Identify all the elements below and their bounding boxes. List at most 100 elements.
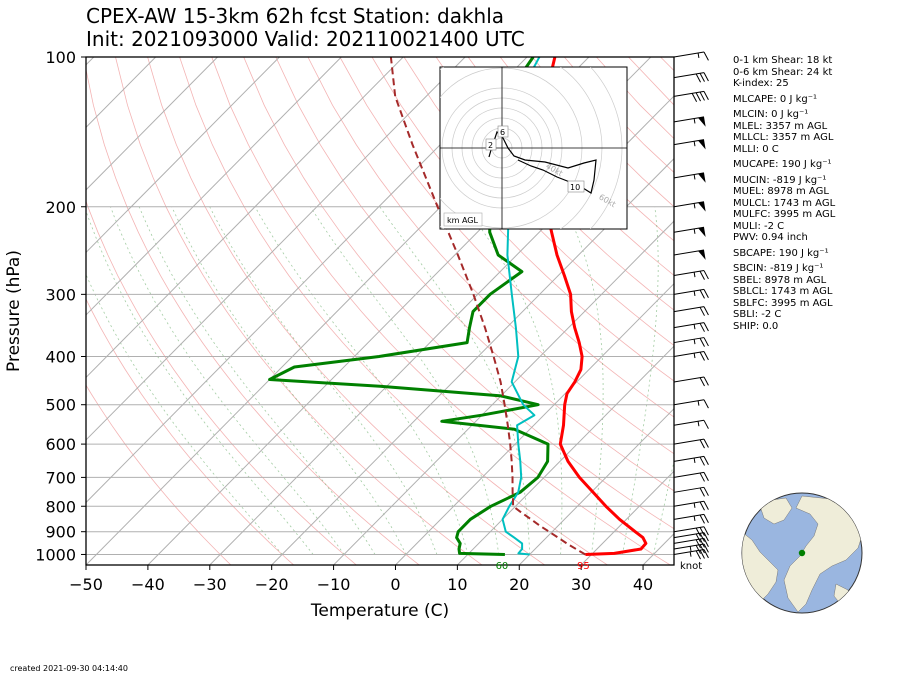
- parcel-trace: [389, 57, 586, 556]
- created-timestamp: created 2021-09-30 04:14:40: [10, 664, 128, 673]
- y-tick-label: 900: [45, 523, 76, 542]
- wind-barb: [673, 486, 709, 497]
- wind-barb-feather: [703, 549, 709, 559]
- wind-barb: [673, 90, 709, 102]
- wind-barb-staff: [673, 322, 705, 329]
- sounding-index: K-index: 25: [733, 78, 789, 89]
- sounding-index: 0-1 km Shear: 18 kt: [733, 55, 833, 66]
- wind-barb-flag: [698, 172, 706, 183]
- wind-barb-feather: [695, 539, 701, 549]
- wind-barb-feather: [703, 289, 709, 298]
- wind-barb-staff: [673, 51, 705, 58]
- y-tick-label: 300: [45, 285, 76, 304]
- wind-barb-feather: [703, 399, 709, 409]
- wind-barb-feather: [699, 549, 705, 559]
- wind-barb-staff: [673, 486, 705, 493]
- surface-temperature-label: 95: [577, 561, 590, 572]
- isotherm: [271, 157, 674, 565]
- wind-barb-staff: [673, 399, 705, 406]
- location-globe: [741, 492, 863, 614]
- sounding-index: MLEL: 3357 m AGL: [733, 120, 828, 132]
- wind-barb-feather: [699, 487, 705, 497]
- y-tick-label: 100: [45, 48, 76, 67]
- wind-barb-half-feather: [693, 353, 696, 359]
- wind-barb: [673, 172, 706, 183]
- dry-adiabat: [275, 57, 674, 492]
- sounding-index: MLCAPE: 0 J kg⁻¹: [733, 93, 818, 105]
- wind-barb-feather: [703, 91, 709, 101]
- wind-barb: [673, 201, 706, 212]
- wind-barb-feather: [699, 527, 705, 536]
- hodograph-height-box: [497, 125, 509, 138]
- wind-barb-feather: [703, 270, 709, 280]
- isotherm: [457, 345, 674, 565]
- wind-barb-half-feather: [693, 141, 696, 147]
- wind-barb: [673, 399, 709, 409]
- wind-barb-feather: [703, 337, 709, 347]
- sounding-index: MUCAPE: 190 J kg⁻¹: [733, 159, 832, 170]
- wind-barb-half-feather: [693, 290, 696, 297]
- wind-barb: [673, 376, 709, 387]
- moist-adiabat: [138, 206, 376, 555]
- isotherm: [209, 95, 674, 565]
- sounding-indices-panel: 0-1 km Shear: 18 kt 0-6 km Shear: 24 kt K-…: [733, 55, 835, 332]
- y-tick-label: 700: [45, 468, 76, 487]
- isotherm: [333, 220, 674, 565]
- x-tick-label: −50: [69, 575, 103, 594]
- dry-adiabat: [885, 57, 906, 565]
- wind-barb-feather: [699, 289, 705, 299]
- wind-barb-feather: [699, 538, 705, 548]
- hodograph-legend-box: [443, 212, 483, 227]
- sounding-index: SBCAPE: 190 J kg⁻¹: [733, 247, 829, 259]
- wind-barb-staff: [673, 513, 705, 520]
- sounding-index: MLLCL: 3357 m AGL: [733, 132, 834, 143]
- wind-barb-feather: [703, 51, 709, 61]
- x-tick-label: 0: [390, 575, 400, 594]
- x-tick-label: −20: [255, 575, 289, 594]
- wind-barb-feather: [699, 337, 705, 347]
- sounding-index: MULFC: 3995 m AGL: [733, 209, 836, 220]
- wind-barb-feather: [703, 501, 709, 510]
- wind-barb-staff: [673, 249, 705, 256]
- wind-barb: [673, 513, 709, 524]
- wind-barb-half-feather: [693, 515, 696, 522]
- wind-barb-staff: [673, 526, 705, 533]
- wind-barb-half-feather: [697, 400, 700, 406]
- wind-barb-feather: [703, 514, 709, 523]
- wind-barb-feather: [699, 533, 705, 542]
- wind-barb: [673, 72, 709, 83]
- sounding-index: SBLFC: 3995 m AGL: [733, 297, 833, 309]
- wind-barb: [673, 139, 706, 150]
- wind-barb: [673, 337, 709, 347]
- wind-barb-staff: [673, 306, 705, 313]
- isotherm: [86, 57, 218, 191]
- wind-barb-feather: [695, 73, 701, 83]
- wind-barb-half-feather: [697, 421, 700, 427]
- wind-barb-feather: [691, 93, 698, 102]
- wind-barb-staff: [673, 471, 705, 478]
- sounding-index: MLCIN: 0 J kg⁻¹: [733, 109, 809, 120]
- x-tick-label: −30: [193, 575, 227, 594]
- wind-barb-half-feather: [697, 52, 700, 59]
- wind-barb: [673, 249, 706, 260]
- wind-barb-feather: [703, 72, 709, 82]
- dry-adiabat: [179, 57, 608, 565]
- x-tick-label: −10: [317, 575, 351, 594]
- wind-barb: [673, 526, 709, 537]
- y-tick-label: 1000: [35, 545, 76, 564]
- wind-barb-half-feather: [693, 272, 696, 278]
- dry-adiabat: [86, 384, 232, 565]
- wind-barb-feather: [699, 377, 705, 387]
- wind-barb-staff: [673, 270, 705, 277]
- wind-barb-feather: [699, 270, 705, 280]
- wind-barb-feather: [703, 351, 709, 361]
- wind-barb-feather: [703, 543, 709, 553]
- wind-barb-half-feather: [693, 203, 696, 209]
- sounding-index: SBCIN: -819 J kg⁻¹: [733, 263, 824, 274]
- dry-adiabat: [86, 298, 294, 565]
- wind-barb-flag: [698, 201, 706, 212]
- wind-barb-feather: [703, 420, 709, 429]
- wind-barb-flag: [698, 249, 706, 260]
